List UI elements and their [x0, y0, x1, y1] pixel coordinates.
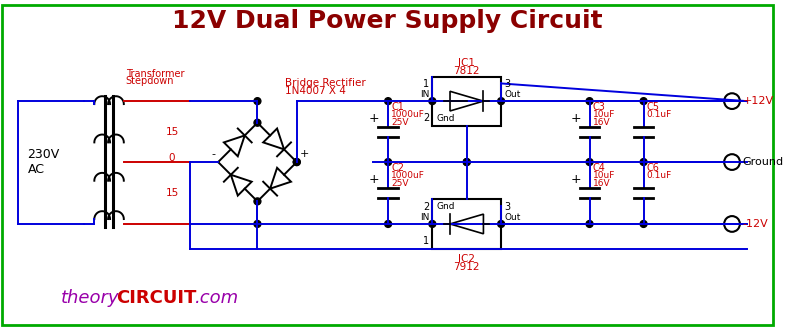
Text: +: + — [369, 173, 380, 186]
Circle shape — [586, 220, 593, 227]
Text: Stepdown: Stepdown — [125, 77, 174, 86]
Text: C5: C5 — [646, 102, 660, 112]
Text: +12V: +12V — [742, 96, 774, 106]
Circle shape — [724, 154, 740, 170]
Circle shape — [724, 216, 740, 232]
Circle shape — [586, 98, 593, 105]
Text: 2: 2 — [423, 113, 429, 123]
Text: 16V: 16V — [593, 118, 610, 127]
Text: -12V: -12V — [742, 219, 768, 229]
Text: 7912: 7912 — [454, 262, 480, 272]
Circle shape — [254, 220, 261, 227]
Text: 230V: 230V — [28, 148, 60, 161]
Text: 2: 2 — [423, 202, 429, 212]
Text: Out: Out — [504, 90, 521, 99]
Circle shape — [498, 98, 504, 105]
Circle shape — [385, 98, 391, 105]
Polygon shape — [224, 135, 245, 156]
Polygon shape — [264, 128, 284, 149]
Circle shape — [385, 159, 391, 165]
Text: 15: 15 — [166, 188, 178, 198]
Text: -: - — [211, 149, 215, 159]
Circle shape — [640, 159, 647, 165]
Text: C4: C4 — [593, 163, 605, 173]
Circle shape — [294, 159, 300, 165]
Text: CIRCUIT: CIRCUIT — [116, 289, 196, 307]
Text: 10uF: 10uF — [593, 171, 615, 180]
Text: C3: C3 — [593, 102, 605, 112]
Polygon shape — [270, 168, 291, 189]
Text: Gnd: Gnd — [436, 114, 454, 123]
Bar — [432, 77, 501, 126]
Text: .com: .com — [195, 289, 239, 307]
Text: IN: IN — [420, 90, 429, 99]
Text: 1N4007 X 4: 1N4007 X 4 — [285, 86, 346, 96]
Text: C2: C2 — [391, 163, 404, 173]
Text: +: + — [570, 173, 581, 186]
Text: Gnd: Gnd — [436, 202, 454, 211]
Text: Transformer: Transformer — [125, 69, 185, 79]
Text: AC: AC — [28, 163, 44, 177]
Text: IN: IN — [420, 213, 429, 221]
Text: Bridge Rectifier: Bridge Rectifier — [285, 79, 365, 88]
Text: Out: Out — [504, 213, 521, 221]
Circle shape — [498, 220, 504, 227]
Circle shape — [254, 119, 261, 126]
Circle shape — [463, 159, 470, 165]
Text: +: + — [369, 112, 380, 125]
Text: IC1: IC1 — [458, 58, 475, 68]
Text: 1: 1 — [423, 80, 429, 89]
Circle shape — [640, 220, 647, 227]
Circle shape — [429, 98, 436, 105]
Circle shape — [724, 93, 740, 109]
Text: 7812: 7812 — [454, 66, 480, 76]
Circle shape — [294, 159, 300, 165]
Text: 1000uF: 1000uF — [391, 110, 425, 119]
Polygon shape — [450, 91, 484, 111]
Text: 0.1uF: 0.1uF — [646, 110, 671, 119]
Text: 25V: 25V — [391, 179, 409, 188]
Text: C6: C6 — [646, 163, 660, 173]
Text: 12V Dual Power Supply Circuit: 12V Dual Power Supply Circuit — [172, 9, 603, 33]
Text: IC2: IC2 — [458, 254, 475, 264]
Text: 3: 3 — [504, 80, 510, 89]
Circle shape — [429, 220, 436, 227]
Text: 3: 3 — [504, 202, 510, 212]
Bar — [432, 199, 501, 248]
Text: 10uF: 10uF — [593, 110, 615, 119]
Text: 25V: 25V — [391, 118, 409, 127]
Circle shape — [254, 198, 261, 205]
Text: theory: theory — [61, 289, 119, 307]
Polygon shape — [450, 214, 484, 234]
Text: 1: 1 — [423, 236, 429, 246]
Circle shape — [586, 159, 593, 165]
Polygon shape — [231, 175, 252, 196]
Text: 0: 0 — [169, 153, 175, 163]
Text: 1000uF: 1000uF — [391, 171, 425, 180]
Text: +: + — [570, 112, 581, 125]
Circle shape — [385, 220, 391, 227]
Text: Ground: Ground — [742, 157, 784, 167]
Text: 16V: 16V — [593, 179, 610, 188]
Circle shape — [640, 98, 647, 105]
Circle shape — [254, 98, 261, 105]
Text: +: + — [300, 149, 309, 159]
Text: C1: C1 — [391, 102, 404, 112]
Text: 15: 15 — [166, 127, 178, 137]
Circle shape — [463, 159, 470, 165]
Text: 0.1uF: 0.1uF — [646, 171, 671, 180]
